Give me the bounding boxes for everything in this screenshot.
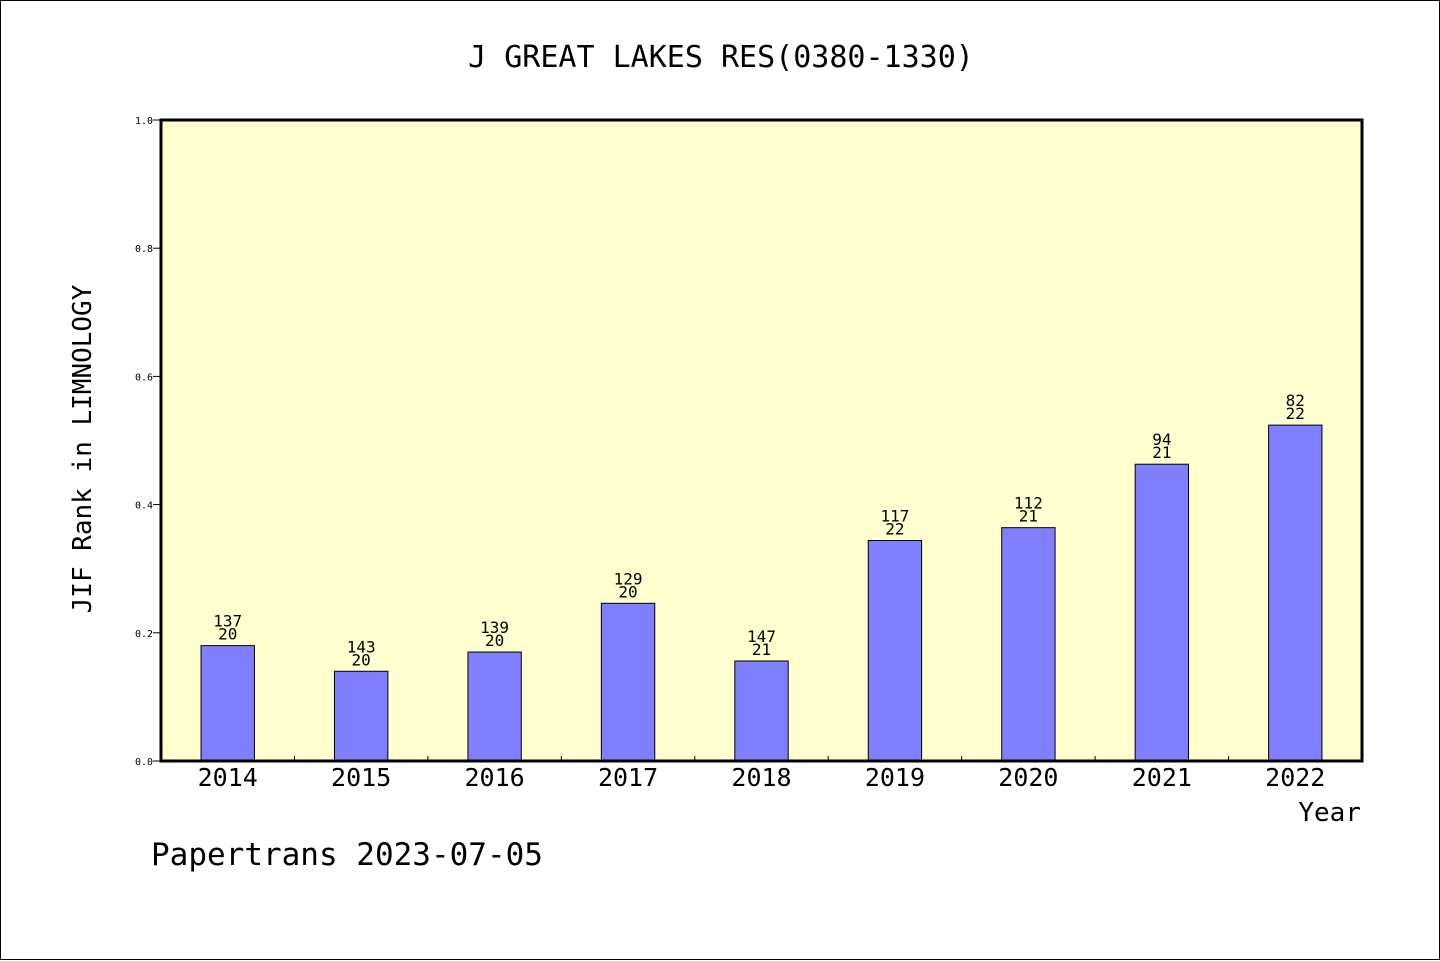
bar-labels-group: 1372014320139201292014721117221122194218… [213, 391, 1305, 669]
bar-label-rank-2017: 129 [614, 569, 643, 588]
bar-label-quartile-2019: 22 [885, 519, 904, 538]
bar-label-quartile-2021: 21 [1152, 443, 1171, 462]
y-tick-label-0.2: 0.2 [135, 629, 153, 640]
bar-label-quartile-2022: 22 [1286, 404, 1305, 423]
x-axis: 2014 2015 2016 2017 2018 2019 2020 2021 2022 [198, 756, 1325, 792]
y-axis: 0.0 0.2 0.4 0.6 0.8 1.0 [135, 116, 161, 768]
bar-2016 [467, 651, 522, 762]
bar-label-rank-2019: 117 [880, 506, 909, 525]
bar-label-rank-2016: 139 [480, 618, 509, 637]
bar-label-quartile-2018: 21 [752, 640, 771, 659]
bar-label-rank-2014: 137 [213, 612, 242, 631]
bar-label-rank-2020: 112 [1014, 494, 1043, 513]
bar-label-rank-2021: 94 [1152, 430, 1171, 449]
y-axis-label: JIF Rank in LIMNOLOGY [68, 284, 98, 613]
x-tick-label-2021: 2021 [1132, 763, 1192, 792]
x-tick-label-2018: 2018 [731, 763, 791, 792]
x-tick-label-2016: 2016 [465, 763, 525, 792]
y-tick-label-0.0: 0.0 [135, 757, 153, 768]
bar-2021 [1134, 463, 1190, 762]
footer-credit: Papertrans 2023-07-05 [151, 837, 543, 873]
bars-group [200, 424, 1323, 762]
bar-label-quartile-2014: 20 [218, 625, 237, 644]
y-tick-label-1.0: 1.0 [135, 116, 153, 127]
bar-2014 [200, 645, 255, 762]
x-axis-label: Year [1298, 798, 1361, 828]
x-tick-label-2017: 2017 [598, 763, 658, 792]
y-tick-label-0.8: 0.8 [135, 244, 153, 255]
x-tick-label-2015: 2015 [331, 763, 391, 792]
bar-2018 [734, 660, 789, 762]
chart-title: J GREAT LAKES RES(0380-1330) [468, 40, 974, 75]
bar-2015 [333, 670, 389, 762]
y-tick-label-0.6: 0.6 [135, 372, 153, 383]
y-tick-label-0.4: 0.4 [135, 501, 153, 512]
bar-2020 [1001, 527, 1056, 762]
bar-2019 [867, 539, 923, 762]
bar-2017 [600, 602, 656, 762]
bar-label-quartile-2015: 20 [352, 650, 371, 669]
x-tick-label-2014: 2014 [198, 763, 258, 792]
bar-label-quartile-2020: 21 [1019, 507, 1038, 526]
x-tick-label-2022: 2022 [1265, 763, 1325, 792]
plot-border [159, 118, 1364, 763]
bar-label-rank-2022: 82 [1286, 391, 1305, 410]
x-tick-label-2020: 2020 [998, 763, 1058, 792]
x-tick-label-2019: 2019 [865, 763, 925, 792]
bar-2022 [1268, 424, 1323, 762]
bar-label-rank-2015: 143 [347, 637, 376, 656]
bar-label-quartile-2017: 20 [618, 582, 637, 601]
bar-label-rank-2018: 147 [747, 627, 776, 646]
bar-label-quartile-2016: 20 [485, 631, 504, 650]
